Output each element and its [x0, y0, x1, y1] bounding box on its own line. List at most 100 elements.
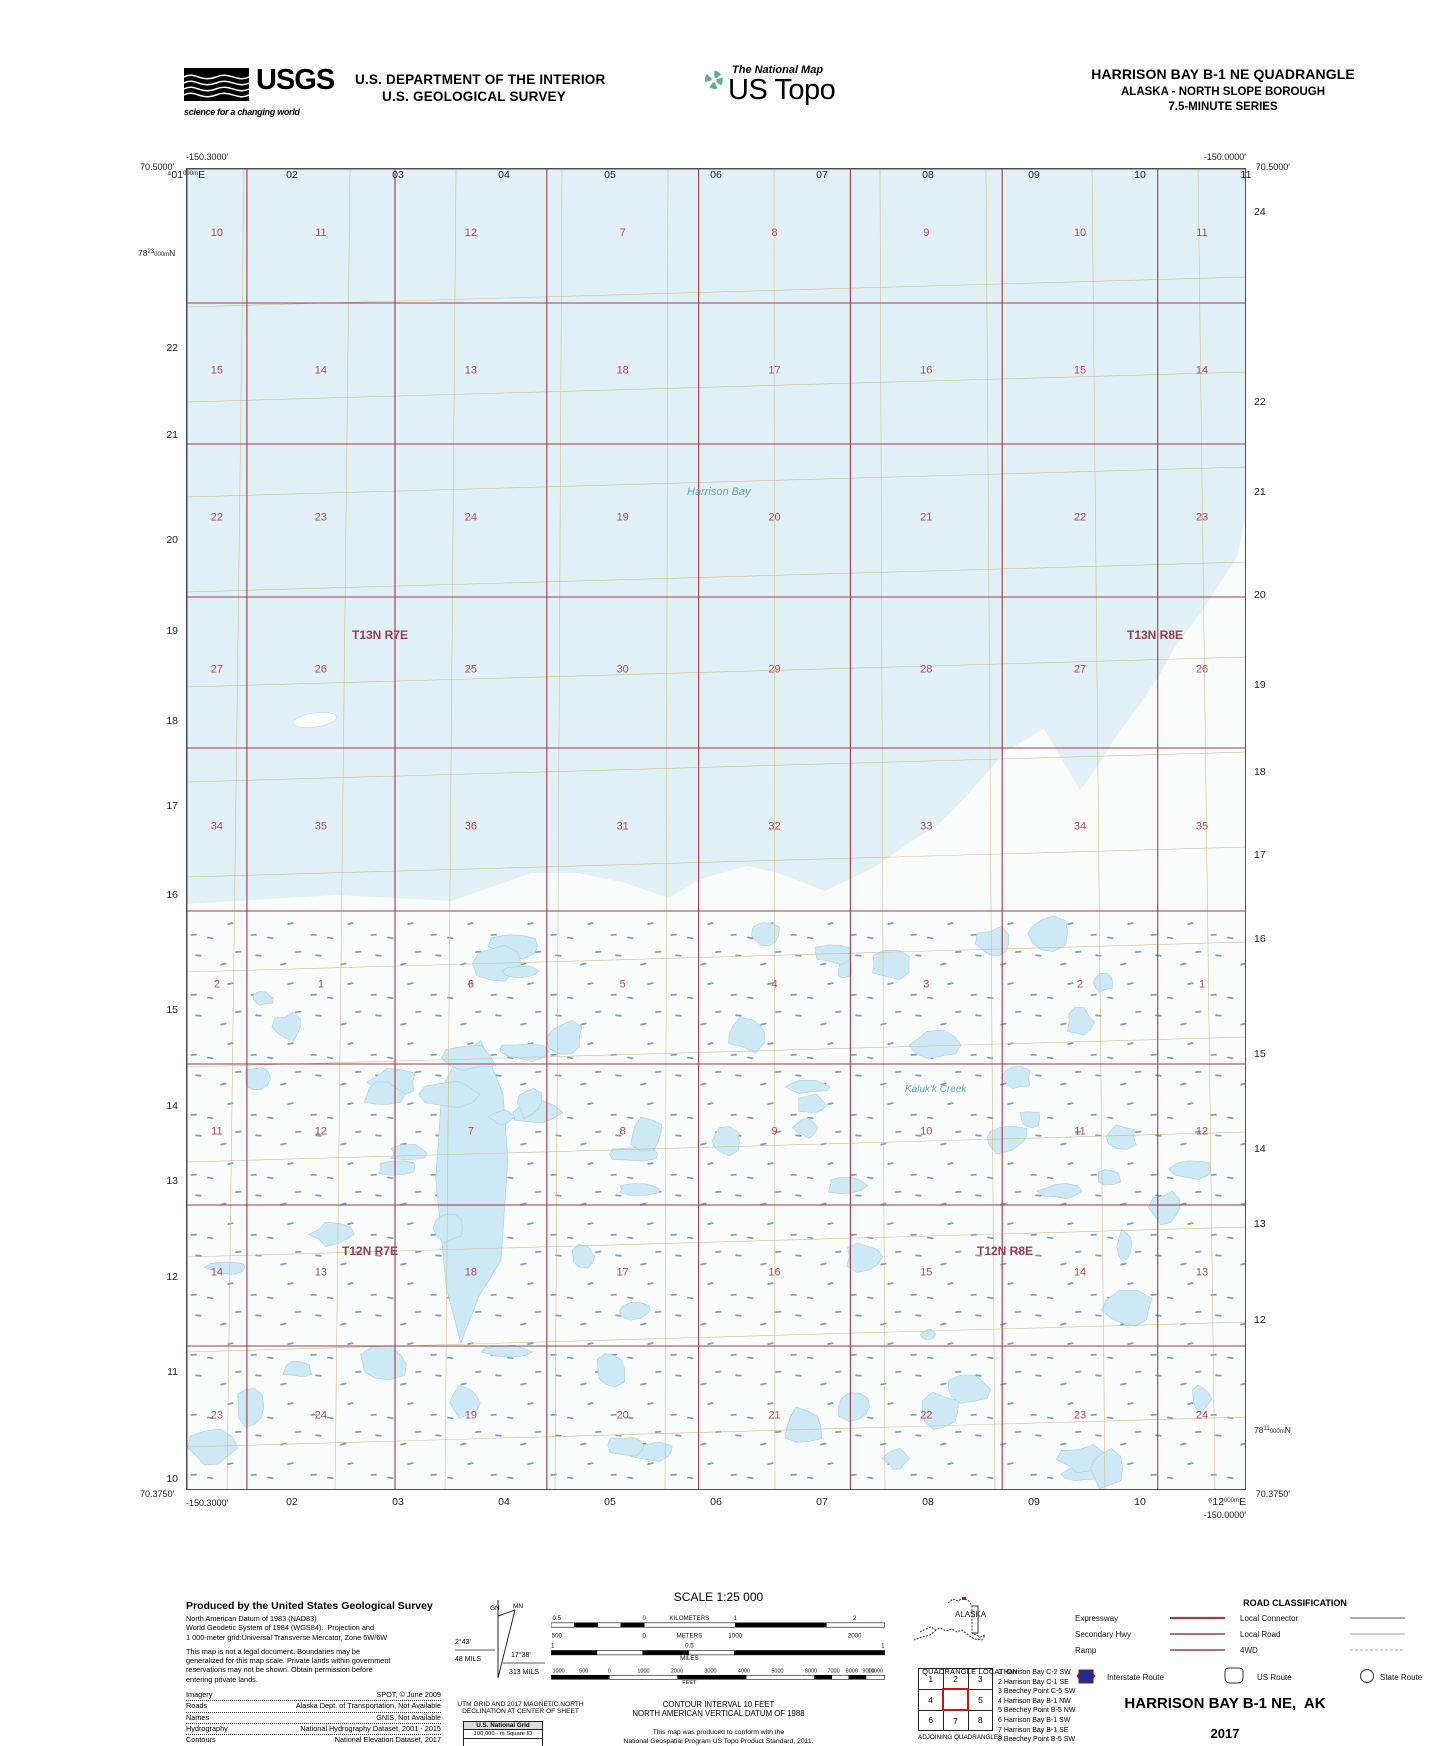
svg-text:17: 17 [1254, 849, 1266, 861]
svg-text:70.3750′: 70.3750′ [140, 1489, 175, 1499]
svg-text:1000: 1000 [552, 1668, 564, 1674]
svg-text:22: 22 [166, 342, 178, 354]
svg-text:12: 12 [465, 227, 477, 239]
svg-text:70.5000′: 70.5000′ [140, 162, 175, 172]
svg-text:09: 09 [1028, 1496, 1040, 1508]
svg-text:313 MILS: 313 MILS [509, 1669, 539, 1676]
svg-text:24: 24 [1254, 206, 1266, 218]
svg-text:23: 23 [1074, 1410, 1086, 1422]
svg-text:22: 22 [1254, 396, 1266, 408]
svg-text:18: 18 [166, 715, 178, 727]
svg-text:⁶12000mE: ⁶12000mE [1208, 1496, 1246, 1508]
svg-text:10: 10 [920, 1126, 932, 1138]
svg-text:Secondary Hwy: Secondary Hwy [1075, 1630, 1131, 1639]
svg-text:Local Connector: Local Connector [1240, 1614, 1299, 1623]
svg-text:10000: 10000 [868, 1668, 883, 1674]
svg-text:9: 9 [923, 227, 929, 239]
svg-text:25: 25 [465, 664, 477, 676]
svg-text:15: 15 [166, 1004, 178, 1016]
svg-text:02: 02 [286, 1496, 298, 1508]
svg-text:13: 13 [1196, 1267, 1208, 1279]
svg-text:11: 11 [167, 1366, 178, 1378]
svg-text:1: 1 [1199, 979, 1205, 991]
svg-text:17: 17 [768, 365, 780, 377]
svg-text:FEET: FEET [682, 1680, 697, 1686]
svg-text:23: 23 [1196, 512, 1208, 524]
svg-text:22: 22 [1074, 512, 1086, 524]
svg-text:27: 27 [1074, 664, 1086, 676]
svg-text:17: 17 [166, 800, 178, 812]
svg-text:15: 15 [920, 1267, 932, 1279]
svg-text:16: 16 [768, 1267, 780, 1279]
svg-text:14: 14 [315, 365, 327, 377]
svg-text:500: 500 [579, 1668, 588, 1674]
svg-text:70.5000′: 70.5000′ [1256, 162, 1291, 172]
svg-text:13: 13 [465, 365, 477, 377]
svg-text:2000: 2000 [671, 1668, 683, 1674]
svg-text:20: 20 [768, 512, 780, 524]
svg-text:US Route: US Route [1257, 1673, 1292, 1682]
svg-text:0: 0 [608, 1668, 611, 1674]
svg-text:35: 35 [315, 821, 327, 833]
svg-text:32: 32 [768, 821, 780, 833]
svg-text:23: 23 [211, 1410, 223, 1422]
svg-text:T13N R8E: T13N R8E [1127, 628, 1183, 642]
svg-text:Kaluk'k Creek: Kaluk'k Creek [905, 1084, 967, 1095]
svg-text:30: 30 [617, 664, 629, 676]
svg-text:18: 18 [1254, 766, 1266, 778]
svg-text:29: 29 [768, 664, 780, 676]
svg-text:10: 10 [211, 227, 223, 239]
svg-text:24: 24 [315, 1410, 327, 1422]
svg-text:5000: 5000 [771, 1668, 783, 1674]
svg-text:14: 14 [1074, 1267, 1086, 1279]
svg-text:12: 12 [315, 1126, 327, 1138]
svg-text:KILOMETERS: KILOMETERS [669, 1615, 709, 1622]
svg-text:23: 23 [315, 512, 327, 524]
svg-text:4WD: 4WD [1240, 1646, 1258, 1655]
svg-text:-150.3000′: -150.3000′ [186, 152, 229, 162]
svg-text:0: 0 [642, 1615, 646, 1622]
svg-text:17: 17 [617, 1267, 629, 1279]
svg-text:17°38′: 17°38′ [511, 1651, 531, 1659]
svg-text:35: 35 [1196, 821, 1208, 833]
svg-text:METERS: METERS [676, 1632, 702, 1639]
svg-text:27: 27 [211, 664, 223, 676]
svg-text:7000: 7000 [827, 1668, 839, 1674]
svg-text:1: 1 [881, 1643, 885, 1650]
svg-text:State Route: State Route [1380, 1673, 1423, 1682]
svg-text:0: 0 [642, 1632, 646, 1639]
svg-text:11: 11 [1074, 1126, 1085, 1138]
svg-text:19: 19 [166, 625, 178, 637]
svg-text:MN: MN [513, 1603, 523, 1610]
svg-text:21: 21 [768, 1410, 780, 1422]
svg-text:10: 10 [1074, 227, 1086, 239]
svg-text:20: 20 [1254, 589, 1266, 601]
svg-text:T12N R8E: T12N R8E [977, 1244, 1033, 1258]
svg-text:Ramp: Ramp [1075, 1646, 1097, 1655]
svg-text:13: 13 [315, 1267, 327, 1279]
svg-text:26: 26 [1196, 664, 1208, 676]
svg-text:24: 24 [1196, 1410, 1208, 1422]
svg-text:16: 16 [166, 889, 178, 901]
svg-text:14: 14 [166, 1100, 178, 1112]
svg-text:26: 26 [315, 664, 327, 676]
svg-text:5: 5 [620, 979, 626, 991]
svg-text:2: 2 [853, 1615, 857, 1622]
svg-text:33: 33 [920, 821, 932, 833]
svg-text:11: 11 [315, 227, 326, 239]
svg-text:Harrison Bay: Harrison Bay [687, 486, 752, 498]
svg-text:4: 4 [771, 979, 777, 991]
svg-text:48 MILS: 48 MILS [455, 1656, 481, 1663]
svg-text:Local Road: Local Road [1240, 1630, 1280, 1639]
svg-text:Interstate Route: Interstate Route [1107, 1673, 1164, 1682]
svg-text:2°43′: 2°43′ [455, 1638, 471, 1646]
svg-text:3: 3 [923, 979, 929, 991]
svg-text:500: 500 [552, 1632, 563, 1639]
svg-text:11: 11 [1196, 227, 1207, 239]
svg-text:36: 36 [465, 821, 477, 833]
svg-text:13: 13 [1254, 1218, 1266, 1230]
svg-text:08: 08 [922, 1496, 934, 1508]
svg-text:21: 21 [920, 512, 932, 524]
svg-text:07: 07 [816, 1496, 828, 1508]
svg-text:31: 31 [617, 821, 629, 833]
